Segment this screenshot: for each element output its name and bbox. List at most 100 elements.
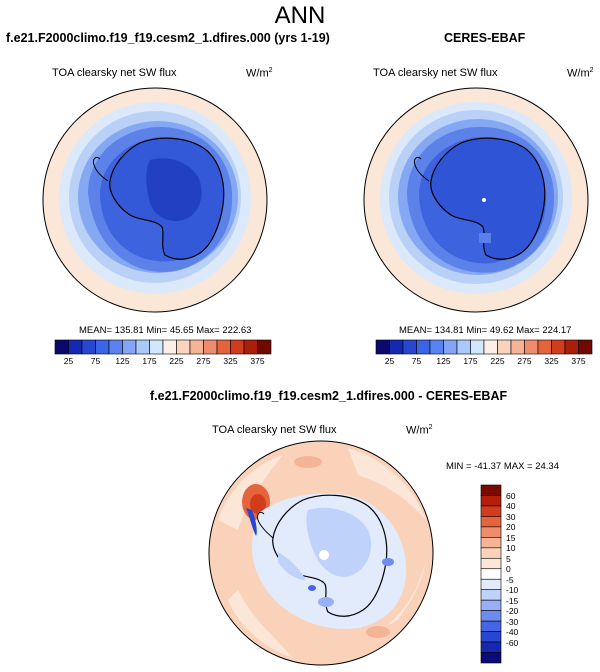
panel-2-colorbar	[375, 339, 593, 355]
panel-2-tick-label: 25	[384, 356, 395, 366]
colorbar-swatch	[480, 484, 502, 496]
colorbar-swatch	[480, 631, 502, 643]
panel-3-tick-label: -40	[506, 627, 519, 637]
panel-3-colorbar	[480, 484, 502, 664]
colorbar-swatch	[149, 339, 164, 355]
panel-1-tick-label: 25	[63, 356, 74, 366]
panel-1-interior-core	[146, 158, 202, 222]
page-title: ANN	[274, 2, 326, 29]
colorbar-swatch	[480, 526, 502, 538]
panel-3-variable-label: TOA clearsky net SW flux	[212, 424, 337, 436]
panel-3-tick-label: 60	[506, 490, 516, 501]
colorbar-swatch	[243, 339, 258, 355]
panel-2-tick-label: 75	[411, 356, 422, 366]
colorbar-swatch	[81, 339, 96, 355]
panel-3-tick-label: -10	[506, 585, 519, 595]
panel-1-tick-label: 75	[90, 356, 101, 366]
panel-3-tick-label: 30	[506, 511, 516, 522]
colorbar-swatch	[375, 339, 390, 355]
panel-3-colorbar-swatches	[480, 484, 502, 664]
colorbar-swatch	[389, 339, 404, 355]
panel-3-peninsula	[257, 511, 274, 539]
panel-3-cool-patch-2	[278, 552, 306, 580]
colorbar-swatch	[480, 568, 502, 580]
panel-1-tick-label: 375	[250, 356, 265, 366]
colorbar-swatch	[480, 547, 502, 559]
colorbar-swatch	[176, 339, 191, 355]
panel-3-colorbar-ticks: 60 40 30 20 15 10 5 0 -5 -10 -15 -20 -30…	[506, 485, 536, 663]
colorbar-swatch	[483, 339, 498, 355]
panel-3-stats: MIN = -41.37 MAX = 24.34	[446, 461, 560, 472]
panel-1-map-border	[42, 87, 268, 313]
colorbar-swatch	[402, 339, 417, 355]
colorbar-swatch	[456, 339, 471, 355]
colorbar-swatch	[480, 599, 502, 611]
panel-3-map-border	[208, 440, 434, 666]
panel-1-polar-map	[42, 87, 268, 313]
panel-2-variable-label: TOA clearsky net SW flux	[373, 67, 498, 79]
colorbar-swatch	[480, 537, 502, 549]
panel-1-units: W/m2	[246, 67, 273, 80]
panel-2-tick-label: 125	[436, 356, 451, 366]
colorbar-swatch	[480, 641, 502, 653]
panel-1-tick-label: 325	[223, 356, 238, 366]
panel-3-warm-anomaly-2	[250, 494, 266, 514]
colorbar-swatch	[68, 339, 83, 355]
colorbar-swatch	[135, 339, 150, 355]
colorbar-swatch	[480, 578, 502, 591]
panel-3-warm-anomaly-4	[366, 626, 390, 638]
panel-3-tick-label: 0	[506, 564, 511, 574]
panel-1-colorbar-swatches	[54, 339, 272, 355]
panel-2-tick-label: 275	[517, 356, 532, 366]
panel-3-title: f.e21.F2000climo.f19_f19.cesm2_1.dfires.…	[150, 389, 508, 403]
panel-2-title: CERES-EBAF	[444, 31, 526, 45]
panel-1-variable-label: TOA clearsky net SW flux	[52, 67, 177, 79]
colorbar-swatch	[480, 557, 502, 570]
panel-2-tick-label: 325	[544, 356, 559, 366]
panel-2-colorbar-swatches	[375, 339, 593, 355]
panel-3-cool-patch-4	[318, 597, 334, 607]
colorbar-swatch	[480, 610, 502, 622]
panel-1-colorbar	[54, 339, 272, 355]
panel-2-tick-label: 225	[490, 356, 505, 366]
colorbar-swatch	[416, 339, 431, 355]
colorbar-swatch	[216, 339, 231, 355]
panel-2-polar-map	[363, 87, 589, 313]
panel-3-warm-anomaly-3	[294, 456, 322, 468]
panel-2-pole-dot	[482, 198, 486, 202]
colorbar-swatch	[551, 339, 566, 355]
panel-1-tick-label: 275	[196, 356, 211, 366]
colorbar-swatch	[578, 339, 593, 355]
panel-2-tick-label: 375	[571, 356, 586, 366]
colorbar-swatch	[95, 339, 110, 355]
colorbar-swatch	[497, 339, 512, 355]
panel-3-polar-map	[208, 440, 434, 666]
colorbar-swatch	[480, 652, 502, 664]
panel-2-stats: MEAN= 134.81 Min= 49.62 Max= 224.17	[399, 325, 572, 336]
colorbar-swatch	[54, 339, 69, 355]
panel-2-tick-label: 175	[463, 356, 478, 366]
colorbar-swatch	[122, 339, 137, 355]
panel-3-coast-strip	[246, 508, 257, 536]
panel-1-tick-label: 125	[115, 356, 130, 366]
colorbar-swatch	[230, 339, 245, 355]
panel-3-light-region-3	[228, 590, 293, 658]
panel-3-tick-label: -20	[506, 606, 519, 616]
panel-3-tick-label: -30	[506, 616, 519, 627]
panel-3-tick-label: 20	[506, 522, 516, 532]
panel-3-tick-label: -15	[506, 595, 519, 606]
colorbar-swatch	[537, 339, 552, 355]
colorbar-swatch	[189, 339, 204, 355]
panel-1-tick-label: 225	[169, 356, 184, 366]
colorbar-swatch	[203, 339, 218, 355]
panel-2-antarctica	[430, 137, 546, 260]
colorbar-swatch	[470, 339, 485, 355]
panel-3-tick-label: 15	[506, 532, 516, 543]
panel-3-pole-hole	[319, 550, 329, 560]
panel-3-tick-label: 10	[506, 543, 516, 553]
panel-3-tick-label: -60	[506, 637, 519, 648]
colorbar-swatch	[429, 339, 444, 355]
colorbar-swatch	[564, 339, 579, 355]
panel-3-tick-label: -5	[506, 574, 514, 585]
panel-1-stats: MEAN= 135.81 Min= 45.65 Max= 222.63	[79, 325, 252, 336]
